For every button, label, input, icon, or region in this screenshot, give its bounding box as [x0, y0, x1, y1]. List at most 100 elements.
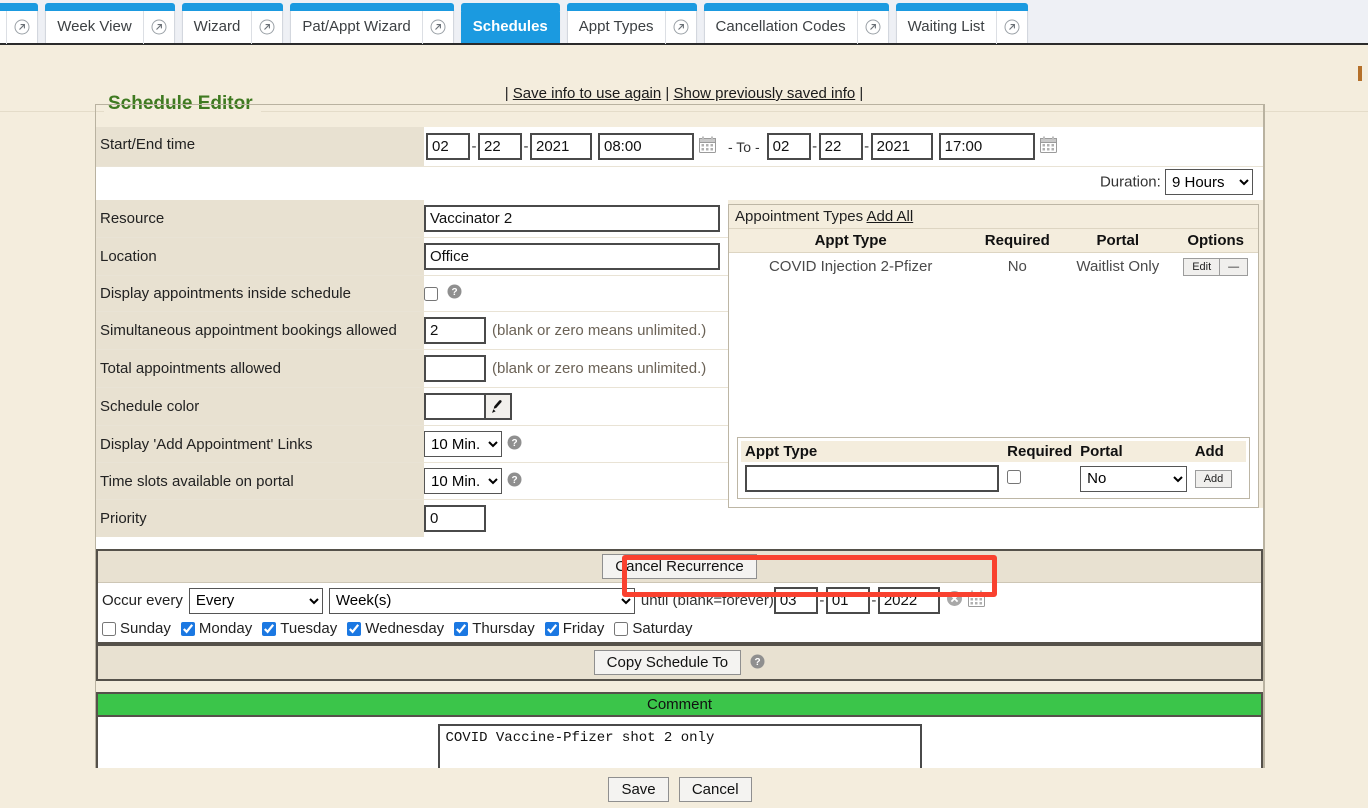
help-icon[interactable]: ? [507, 472, 522, 491]
resource-row: Resource [96, 200, 728, 238]
tab-label: Week View [57, 18, 132, 35]
editor-left-column: Resource Location Display appointments i… [96, 200, 728, 537]
clear-until-icon[interactable] [946, 590, 963, 611]
tab-week-view[interactable]: Week View [45, 3, 176, 44]
external-link-icon[interactable] [856, 9, 888, 44]
cell-options: Edit — [1173, 253, 1258, 281]
external-link-icon[interactable] [995, 9, 1027, 44]
tab-schedules[interactable]: Schedules [460, 3, 560, 43]
new-appt-portal-select[interactable]: No [1080, 465, 1187, 492]
time-slots-portal-select[interactable]: 10 Min. [424, 468, 502, 494]
pipe-mid: | [665, 85, 670, 102]
tab-wizard[interactable]: Wizard [181, 3, 284, 44]
spacer [96, 537, 1263, 549]
add-appt-type-button[interactable]: Add [1194, 470, 1233, 488]
total-appointments-input[interactable] [424, 355, 486, 382]
new-appt-required-checkbox[interactable] [1007, 469, 1022, 484]
resource-input[interactable] [424, 205, 720, 232]
until-day-input[interactable] [825, 587, 870, 614]
external-link-icon[interactable] [421, 9, 453, 44]
add-cell-required [1003, 462, 1076, 495]
calendar-icon[interactable] [698, 135, 717, 158]
help-icon[interactable]: ? [750, 654, 765, 673]
duration-select[interactable]: 9 Hours [1165, 169, 1253, 195]
start-month-input[interactable] [426, 133, 470, 160]
day-checkbox-saturday[interactable]: Saturday [614, 620, 692, 637]
help-icon[interactable]: ? [507, 435, 522, 454]
priority-input[interactable] [424, 505, 486, 532]
until-month-input[interactable] [773, 587, 818, 614]
schedule-color-label: Schedule color [96, 388, 424, 425]
svg-text:?: ? [451, 287, 457, 298]
copy-schedule-to-button[interactable]: Copy Schedule To [593, 650, 742, 675]
save-button[interactable]: Save [608, 777, 669, 802]
sunday-checkbox[interactable] [102, 621, 116, 636]
table-row: COVID Injection 2-Pfizer No Waitlist Onl… [729, 253, 1258, 281]
display-inside-checkbox[interactable] [424, 286, 438, 301]
start-year-input[interactable] [530, 133, 592, 160]
external-link-icon[interactable] [251, 9, 282, 44]
recurrence-unit-select[interactable]: Week(s) [328, 587, 635, 614]
start-day-input[interactable] [478, 133, 522, 160]
simultaneous-input[interactable] [424, 317, 486, 344]
start-time-input[interactable] [598, 133, 694, 160]
tab-pat-appt-wizard[interactable]: Pat/Appt Wizard [290, 3, 455, 44]
add-appointment-links-select[interactable]: 10 Min. [424, 431, 502, 457]
location-input[interactable] [424, 243, 720, 270]
recurrence-frequency-select[interactable]: Every [188, 587, 323, 614]
cancel-recurrence-button[interactable]: Cancel Recurrence [602, 554, 757, 579]
svg-text:?: ? [511, 438, 517, 449]
friday-checkbox[interactable] [544, 621, 559, 636]
external-link-icon[interactable] [6, 9, 37, 44]
tuesday-checkbox[interactable] [262, 621, 277, 636]
external-link-icon[interactable] [664, 9, 696, 44]
tab-day-view[interactable]: ew [0, 3, 39, 44]
until-year-input[interactable] [877, 587, 940, 614]
day-checkbox-sunday[interactable]: Sunday [102, 620, 171, 637]
occur-every-label: Occur every [102, 592, 183, 609]
dash: - [864, 138, 870, 155]
end-time-input[interactable] [938, 133, 1035, 160]
svg-text:?: ? [755, 657, 761, 668]
edit-appt-type-button[interactable]: Edit [1183, 258, 1221, 276]
end-day-input[interactable] [818, 133, 863, 160]
calendar-icon[interactable] [967, 589, 986, 612]
day-checkbox-monday[interactable]: Monday [180, 620, 252, 637]
add-all-link[interactable]: Add All [866, 208, 914, 225]
new-appt-type-input[interactable] [745, 465, 1000, 492]
wednesday-checkbox[interactable] [347, 621, 362, 636]
tab-waiting-list[interactable]: Waiting List [895, 3, 1028, 44]
day-checkbox-friday[interactable]: Friday [544, 620, 604, 637]
monday-checkbox[interactable] [180, 621, 195, 636]
color-picker-icon[interactable] [484, 393, 512, 420]
calendar-icon[interactable] [1039, 135, 1058, 158]
external-link-icon[interactable] [142, 9, 174, 44]
duration-row: Duration: 9 Hours [96, 167, 1263, 200]
thursday-checkbox[interactable] [454, 621, 469, 636]
tab-appt-types[interactable]: Appt Types [566, 3, 697, 44]
add-appointment-links-row: Display 'Add Appointment' Links 10 Min. … [96, 426, 728, 463]
simultaneous-label: Simultaneous appointment bookings allowe… [96, 312, 424, 349]
help-icon[interactable]: ? [447, 284, 462, 303]
schedule-color-field[interactable] [424, 393, 484, 420]
comment-header: Comment [98, 694, 1261, 717]
dash: - [471, 138, 477, 155]
editor-right-column: Appointment Types Add All Appt Type Requ… [728, 200, 1263, 508]
recurrence-rule-row: Occur every Every Week(s) until (blank=f… [98, 583, 1261, 618]
end-year-input[interactable] [870, 133, 933, 160]
cancel-button[interactable]: Cancel [678, 777, 752, 802]
add-appt-type-table: Appt Type Required Portal Add [741, 441, 1246, 495]
day-checkbox-thursday[interactable]: Thursday [454, 620, 535, 637]
table-header-row: Appt Type Required Portal Options [729, 229, 1258, 253]
add-col-portal: Portal [1076, 441, 1191, 462]
day-checkbox-wednesday[interactable]: Wednesday [347, 620, 444, 637]
add-col-add: Add [1190, 441, 1246, 462]
end-month-input[interactable] [766, 133, 811, 160]
day-checkbox-tuesday[interactable]: Tuesday [262, 620, 337, 637]
save-info-link[interactable]: Save info to use again [512, 85, 662, 102]
saturday-checkbox[interactable] [614, 621, 629, 636]
simultaneous-hint: (blank or zero means unlimited.) [492, 322, 707, 339]
remove-appt-type-button[interactable]: — [1220, 258, 1249, 276]
tab-cancellation-codes[interactable]: Cancellation Codes [703, 3, 889, 44]
show-saved-info-link[interactable]: Show previously saved info [673, 85, 856, 102]
